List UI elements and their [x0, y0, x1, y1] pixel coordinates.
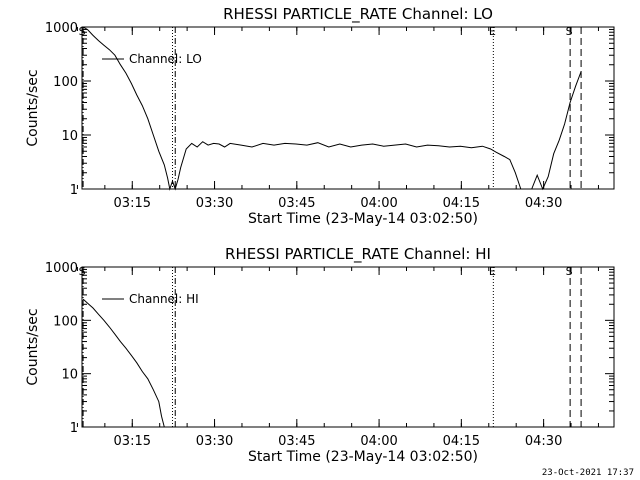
- panel-2-event-marker-label: S: [566, 265, 573, 278]
- panel-1-y-axis-label: Counts/sec: [25, 69, 41, 146]
- panel-1-y-tick-label: 100: [53, 75, 78, 90]
- panel-2-event-marker-label: S: [79, 265, 86, 278]
- panel-2-x-tick-label: 03:15: [114, 434, 151, 449]
- panel-1-event-marker-label: E: [489, 25, 496, 38]
- generation-timestamp: 23-Oct-2021 17:37: [541, 468, 634, 478]
- panel-2-y-tick-label: 100: [53, 314, 78, 329]
- panel-2-plot-frame: [81, 266, 615, 428]
- panel-2-legend-label: Channel: HI: [129, 292, 199, 306]
- panel-2-chart-title: RHESSI PARTICLE_RATE Channel: HI: [225, 245, 491, 264]
- panel-1-data-series-line: [82, 26, 582, 191]
- panel-1-x-tick-label: 03:45: [278, 196, 315, 211]
- panel-2-data-series-line: [82, 298, 165, 428]
- panel-1-legend-label: Channel: LO: [129, 52, 202, 66]
- panel-2-x-tick-label: 04:15: [443, 434, 480, 449]
- panel-2-y-tick-label: 1000: [45, 261, 78, 276]
- panel-2-event-marker-label: E: [489, 265, 496, 278]
- panel-1-plot-frame: [81, 26, 615, 190]
- panel-1-y-tick-label: 10: [61, 129, 78, 144]
- panel-1-x-tick-label: 04:30: [525, 196, 562, 211]
- panel-1-chart-title: RHESSI PARTICLE_RATE Channel: LO: [223, 5, 493, 24]
- panel-1-x-tick-label: 04:15: [443, 196, 480, 211]
- panel-1-x-tick-label: 04:00: [360, 196, 397, 211]
- panel-1-y-tick-label: 1000: [45, 21, 78, 36]
- panel-2-x-tick-label: 04:00: [360, 434, 397, 449]
- panel-2-y-tick-label: 10: [61, 368, 78, 383]
- panel-1-event-marker-label: S: [566, 25, 573, 38]
- panel-1-event-marker-label: S: [79, 25, 86, 38]
- panel-2-x-tick-label: 03:30: [196, 434, 233, 449]
- panel-2-y-axis-label: Counts/sec: [25, 308, 41, 385]
- panel-2-x-tick-label: 03:45: [278, 434, 315, 449]
- panel-2-x-axis-label: Start Time (23-May-14 03:02:50): [248, 449, 478, 465]
- panel-1-y-tick-label: 1: [70, 183, 78, 198]
- panel-2-x-tick-label: 04:30: [525, 434, 562, 449]
- panel-1-x-axis-label: Start Time (23-May-14 03:02:50): [248, 211, 478, 227]
- panel-1-x-tick-label: 03:30: [196, 196, 233, 211]
- panel-2-y-tick-label: 1: [70, 421, 78, 436]
- panel-1-x-tick-label: 03:15: [114, 196, 151, 211]
